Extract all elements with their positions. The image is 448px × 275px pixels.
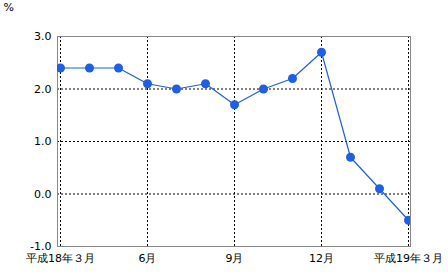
svg-text:%: %: [4, 1, 14, 14]
svg-text:平成19年３月: 平成19年３月: [374, 252, 443, 265]
svg-text:9月: 9月: [226, 252, 244, 265]
svg-text:-1.0: -1.0: [30, 240, 51, 253]
svg-text:12月: 12月: [309, 252, 334, 265]
svg-text:1.0: 1.0: [34, 135, 52, 148]
svg-text:平成18年３月: 平成18年３月: [26, 252, 95, 265]
svg-text:3.0: 3.0: [34, 30, 52, 43]
svg-text:0.0: 0.0: [34, 188, 52, 201]
svg-text:6月: 6月: [139, 252, 157, 265]
svg-text:2.0: 2.0: [34, 83, 52, 96]
